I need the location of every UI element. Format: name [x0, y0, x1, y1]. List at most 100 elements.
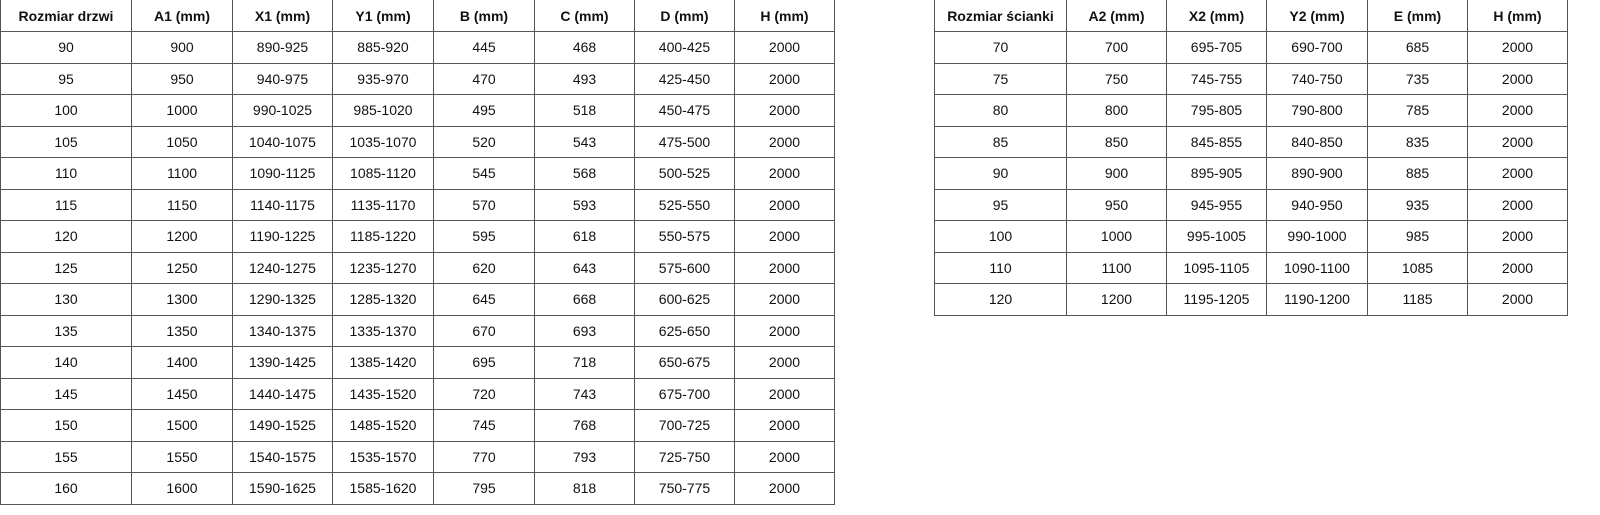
table-cell: 1290-1325 — [232, 283, 333, 316]
table-cell: 445 — [433, 31, 535, 64]
table-cell: 120 — [0, 220, 132, 253]
table-cell: 1140-1175 — [232, 188, 333, 221]
table-cell: 695-705 — [1166, 31, 1267, 64]
table-cell: 1150 — [131, 188, 233, 221]
wall-sizes-table: Rozmiar ścianki A2 (mm) X2 (mm) Y2 (mm) E (m… — [934, 0, 1568, 316]
table-row: 90 900 895-905 890-900 885 2000 — [934, 157, 1568, 190]
table-cell: 1300 — [131, 283, 233, 316]
table-cell: 935-970 — [332, 62, 434, 95]
table-cell: 795-805 — [1166, 94, 1267, 127]
table-cell: 770 — [433, 440, 535, 473]
table-cell: 2000 — [1467, 188, 1568, 221]
table-cell: 1190-1225 — [232, 220, 333, 253]
table-cell: 2000 — [734, 251, 835, 284]
table-cell: 693 — [534, 314, 635, 347]
table-cell: 160 — [0, 472, 132, 505]
table-cell: 1600 — [131, 472, 233, 505]
table-cell: 645 — [433, 283, 535, 316]
table-cell: 945-955 — [1166, 188, 1267, 221]
table-cell: 625-650 — [634, 314, 735, 347]
table-cell: 700-725 — [634, 409, 735, 442]
table-cell: 1100 — [1066, 251, 1167, 284]
table-cell: 2000 — [734, 94, 835, 127]
table-cell: 940-975 — [232, 62, 333, 95]
table-cell: 1540-1575 — [232, 440, 333, 473]
column-header: E (mm) — [1367, 0, 1468, 32]
table-row: 95 950 945-955 940-950 935 2000 — [934, 188, 1568, 221]
table-cell: 900 — [131, 31, 233, 64]
column-header: X1 (mm) — [232, 0, 333, 32]
table-cell: 110 — [934, 251, 1067, 284]
table-cell: 618 — [534, 220, 635, 253]
table-cell: 2000 — [1467, 94, 1568, 127]
table-cell: 525-550 — [634, 188, 735, 221]
table-cell: 1585-1620 — [332, 472, 434, 505]
table-cell: 1385-1420 — [332, 346, 434, 379]
table-row: 110 1100 1090-1125 1085-1120 545 568 500-525 20… — [0, 157, 835, 190]
table-cell: 818 — [534, 472, 635, 505]
table-row: 155 1550 1540-1575 1535-1570 770 793 725-750 20… — [0, 440, 835, 473]
table-cell: 720 — [433, 377, 535, 410]
table-cell: 95 — [0, 62, 132, 95]
table-cell: 1040-1075 — [232, 125, 333, 158]
table-cell: 550-575 — [634, 220, 735, 253]
table-cell: 575-600 — [634, 251, 735, 284]
table-cell: 1235-1270 — [332, 251, 434, 284]
table-cell: 668 — [534, 283, 635, 316]
table-row: 70 700 695-705 690-700 685 2000 — [934, 31, 1568, 64]
table-cell: 2000 — [1467, 251, 1568, 284]
column-header: H (mm) — [1467, 0, 1568, 32]
table-row: 105 1050 1040-1075 1035-1070 520 543 475-500 20… — [0, 125, 835, 158]
table-cell: 1440-1475 — [232, 377, 333, 410]
table-row: 80 800 795-805 790-800 785 2000 — [934, 94, 1568, 127]
table-cell: 1050 — [131, 125, 233, 158]
table-cell: 795 — [433, 472, 535, 505]
table-cell: 845-855 — [1166, 125, 1267, 158]
table-cell: 718 — [534, 346, 635, 379]
table-cell: 2000 — [734, 188, 835, 221]
table-cell: 543 — [534, 125, 635, 158]
table-cell: 145 — [0, 377, 132, 410]
table-cell: 985 — [1367, 220, 1468, 253]
table-cell: 1500 — [131, 409, 233, 442]
column-header: X2 (mm) — [1166, 0, 1267, 32]
table-cell: 1190-1200 — [1266, 283, 1368, 316]
table-cell: 495 — [433, 94, 535, 127]
table-row: 95 950 940-975 935-970 470 493 425-450 2000 — [0, 62, 835, 95]
table-cell: 1590-1625 — [232, 472, 333, 505]
table-cell: 2000 — [1467, 220, 1568, 253]
table-cell: 643 — [534, 251, 635, 284]
table-cell: 2000 — [1467, 283, 1568, 316]
table-cell: 1185 — [1367, 283, 1468, 316]
table-cell: 885 — [1367, 157, 1468, 190]
column-header: B (mm) — [433, 0, 535, 32]
table-cell: 1485-1520 — [332, 409, 434, 442]
table-cell: 100 — [0, 94, 132, 127]
table-cell: 885-920 — [332, 31, 434, 64]
table-row: 100 1000 995-1005 990-1000 985 2000 — [934, 220, 1568, 253]
table-row: 140 1400 1390-1425 1385-1420 695 718 650-675 20… — [0, 346, 835, 379]
table-cell: 545 — [433, 157, 535, 190]
column-header: A2 (mm) — [1066, 0, 1167, 32]
table-cell: 125 — [0, 251, 132, 284]
table-cell: 2000 — [734, 125, 835, 158]
header-row: Rozmiar ścianki A2 (mm) X2 (mm) Y2 (mm) E (m… — [934, 0, 1568, 32]
table-cell: 2000 — [734, 377, 835, 410]
table-cell: 1250 — [131, 251, 233, 284]
table-cell: 2000 — [734, 62, 835, 95]
table-cell: 940-950 — [1266, 188, 1368, 221]
table-cell: 1390-1425 — [232, 346, 333, 379]
table-cell: 1200 — [131, 220, 233, 253]
table-row: 90 900 890-925 885-920 445 468 400-425 2000 — [0, 31, 835, 64]
table-cell: 745 — [433, 409, 535, 442]
table-cell: 425-450 — [634, 62, 735, 95]
table-cell: 745-755 — [1166, 62, 1267, 95]
table-cell: 1090-1125 — [232, 157, 333, 190]
table-cell: 95 — [934, 188, 1067, 221]
table-cell: 100 — [934, 220, 1067, 253]
table-cell: 1135-1170 — [332, 188, 434, 221]
table-row: 160 1600 1590-1625 1585-1620 795 818 750-775 20… — [0, 472, 835, 505]
column-header: A1 (mm) — [131, 0, 233, 32]
table-cell: 90 — [934, 157, 1067, 190]
table-cell: 130 — [0, 283, 132, 316]
